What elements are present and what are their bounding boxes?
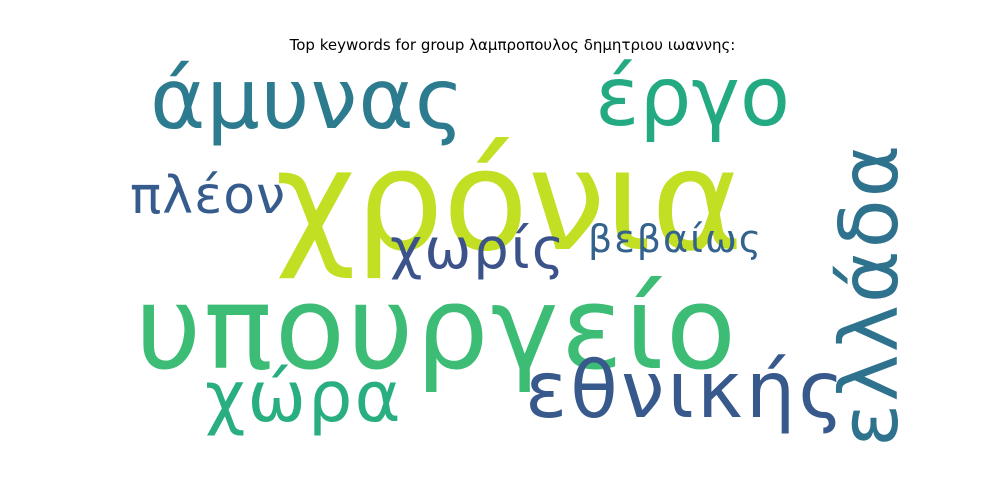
word-choris: χωρίς bbox=[390, 217, 567, 282]
wordcloud: άμυνας έργο πλέον χρόνια χωρίς βεβαίως υ… bbox=[125, 57, 916, 448]
word-ellada: ελλάδα bbox=[823, 142, 916, 447]
word-vevaios: βεβαίως bbox=[588, 217, 764, 261]
word-pleon: πλέον bbox=[130, 166, 287, 226]
word-ergo: έργο bbox=[595, 50, 791, 145]
word-ethnikis: εθνικής bbox=[525, 346, 848, 436]
wordcloud-title: Top keywords for group λαμπροπουλος δημη… bbox=[289, 36, 736, 54]
word-ypourgeio: υπουργείο bbox=[135, 262, 739, 396]
word-amynas: άμυνας bbox=[150, 50, 466, 148]
word-chronia: χρόνια bbox=[275, 120, 743, 283]
word-chora: χώρα bbox=[205, 356, 403, 438]
